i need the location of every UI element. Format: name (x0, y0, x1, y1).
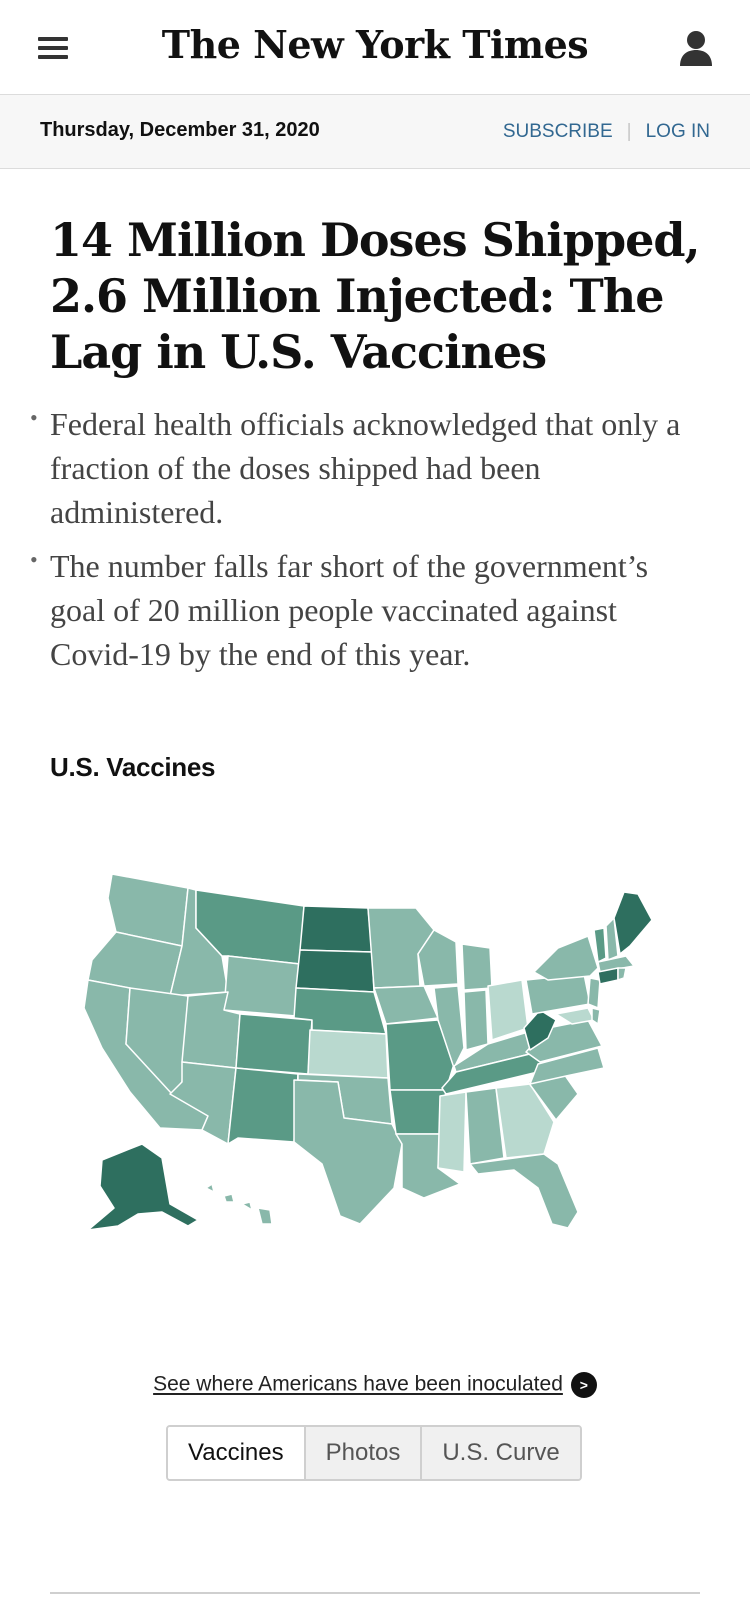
tab-us-curve[interactable]: U.S. Curve (420, 1427, 580, 1479)
us-map-svg[interactable] (78, 868, 678, 1258)
user-account-icon[interactable] (678, 28, 714, 68)
state-ms[interactable] (437, 1091, 467, 1173)
state-wi[interactable] (417, 929, 459, 987)
summary-item: Federal health officials acknowledged th… (30, 396, 710, 534)
state-ks[interactable] (307, 1029, 389, 1079)
login-link[interactable]: LOG IN (645, 121, 710, 142)
date-bar: Thursday, December 31, 2020 SUBSCRIBE | LO… (0, 95, 750, 169)
state-in[interactable] (463, 989, 489, 1051)
state-ny[interactable] (533, 935, 599, 981)
state-il[interactable] (433, 985, 465, 1069)
state-ga[interactable] (495, 1083, 555, 1159)
divider (50, 1592, 700, 1594)
state-oh[interactable] (487, 979, 529, 1041)
arrow-right-icon[interactable]: > (570, 1372, 597, 1398)
state-ri[interactable] (617, 967, 627, 981)
state-hi[interactable] (205, 1183, 273, 1225)
topic-tabs: Vaccines Photos U.S. Curve (166, 1425, 582, 1481)
map-link-row: See where Americans have been inoculated… (0, 1372, 750, 1398)
current-date: Thursday, December 31, 2020 (40, 119, 320, 141)
section-label: U.S. Vaccines (50, 752, 216, 782)
state-nj[interactable] (587, 977, 601, 1009)
article-summary: Federal health officials acknowledged th… (30, 396, 710, 686)
state-co[interactable] (235, 1013, 313, 1075)
state-de[interactable] (591, 1007, 601, 1025)
tab-vaccines[interactable]: Vaccines (168, 1427, 304, 1479)
site-logo[interactable]: The New York Times (161, 22, 589, 67)
inoculation-map-link[interactable]: See where Americans have been inoculated (153, 1372, 563, 1396)
state-mi[interactable] (461, 943, 493, 991)
state-mo[interactable] (385, 1019, 455, 1091)
state-pa[interactable] (525, 973, 591, 1015)
state-wy[interactable] (223, 955, 301, 1017)
auth-links: SUBSCRIBE | LOG IN (503, 121, 710, 143)
state-ar[interactable] (389, 1089, 447, 1135)
auth-separator: | (626, 121, 632, 142)
state-ak[interactable] (87, 1143, 199, 1231)
state-fl[interactable] (469, 1153, 579, 1229)
subscribe-link[interactable]: SUBSCRIBE (502, 121, 613, 142)
state-nm[interactable] (227, 1067, 299, 1145)
state-vt[interactable] (593, 927, 607, 963)
top-bar: The New York Times (0, 0, 750, 95)
state-nd[interactable] (299, 905, 373, 953)
hamburger-menu-icon[interactable] (34, 32, 74, 64)
state-ma[interactable] (597, 955, 635, 973)
tab-photos[interactable]: Photos (303, 1427, 421, 1479)
state-md[interactable] (555, 1007, 595, 1025)
summary-item: The number falls far short of the govern… (30, 538, 710, 676)
state-tx[interactable] (293, 1079, 403, 1225)
state-nc[interactable] (529, 1047, 605, 1085)
state-ia[interactable] (373, 985, 439, 1025)
us-vaccine-map[interactable] (78, 868, 678, 1258)
state-sd[interactable] (295, 949, 375, 993)
article-headline[interactable]: 14 Million Doses Shipped, 2.6 Million In… (50, 213, 701, 379)
state-me[interactable] (613, 891, 653, 955)
state-al[interactable] (465, 1087, 505, 1165)
